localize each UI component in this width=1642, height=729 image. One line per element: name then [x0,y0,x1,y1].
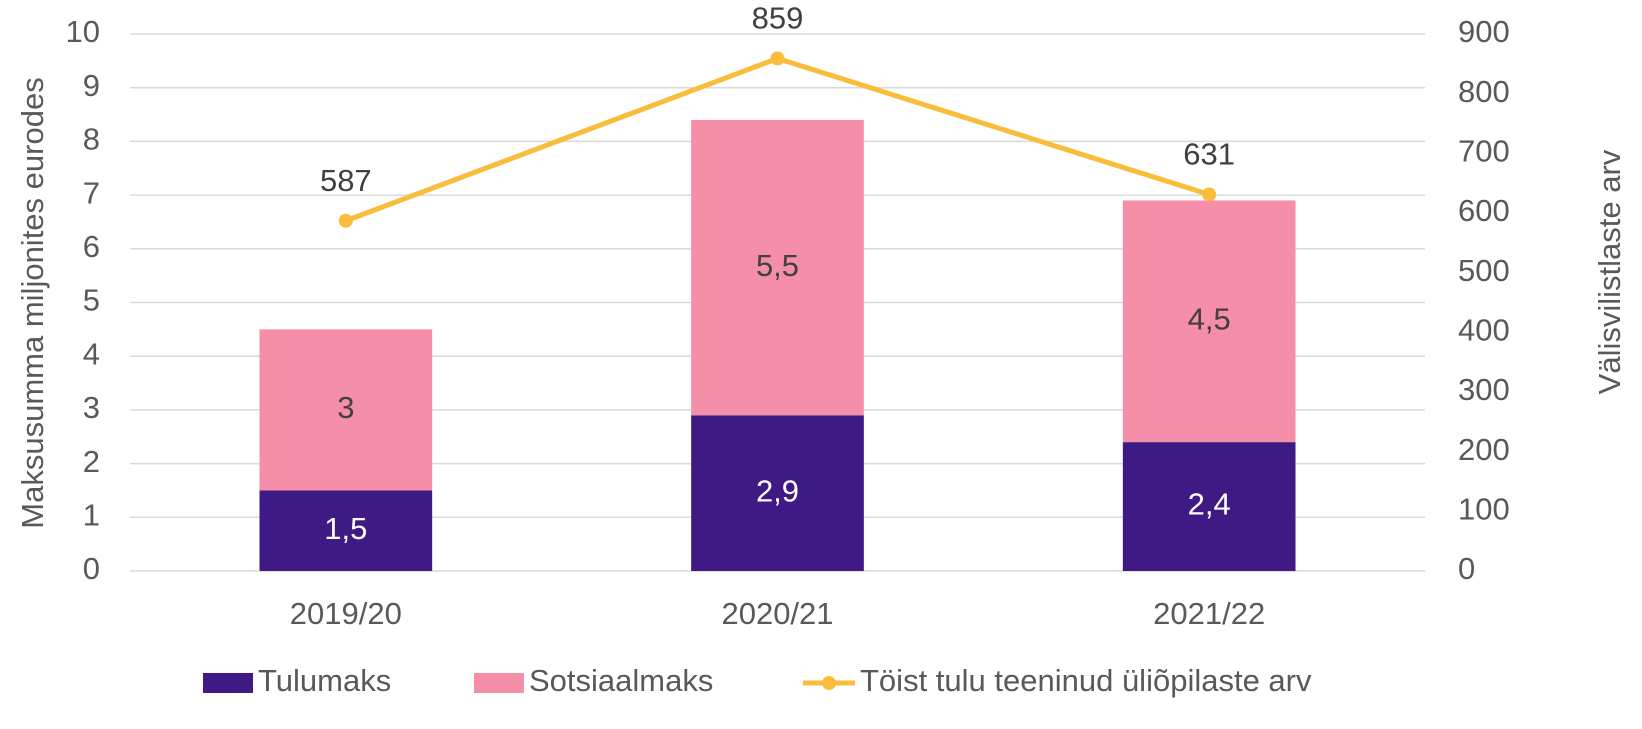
legend-label: Töist tulu teeninud üliõpilaste arv [860,663,1312,698]
y-tick-label: 8 [83,122,100,157]
data-label: 2,9 [756,473,799,508]
bar-segment [1122,442,1296,571]
bar-segment [259,329,433,491]
y2-tick-label: 800 [1458,74,1510,109]
y2-tick-label: 600 [1458,193,1510,228]
data-label: 5,5 [756,248,799,283]
legend-label: Tulumaks [258,663,391,698]
y-tick-label: 3 [83,390,100,425]
data-label: 2,4 [1188,487,1231,522]
y-tick-label: 1 [83,497,100,532]
y2-tick-label: 100 [1458,492,1510,527]
y2-tick-label: 500 [1458,253,1510,288]
data-label: 631 [1183,137,1235,172]
bar-segment [691,119,864,416]
legend-swatch [203,673,253,693]
line-point [338,213,353,228]
legend-label: Sotsiaalmaks [529,663,713,698]
y-axis-title: Maksusumma miljonites eurodes [15,77,50,528]
bar-segment [691,415,864,571]
data-label: 859 [752,1,804,36]
x-tick-label: 2021/22 [1153,596,1265,631]
y2-tick-label: 700 [1458,134,1510,169]
data-label: 587 [320,163,372,198]
y-tick-label: 2 [83,444,100,479]
data-label: 4,5 [1188,301,1231,336]
legend-swatch [474,673,524,693]
y2-tick-label: 200 [1458,432,1510,467]
y-tick-label: 0 [83,551,100,586]
y-tick-label: 10 [66,14,100,49]
y-tick-label: 9 [83,68,100,103]
data-label: 1,5 [324,511,367,546]
bar-segment [1122,200,1296,443]
legend-marker [822,676,836,690]
y-tick-label: 6 [83,229,100,264]
x-tick-label: 2019/20 [290,596,402,631]
y2-tick-label: 900 [1458,14,1510,49]
x-tick-label: 2020/21 [721,596,833,631]
data-label: 3 [337,390,354,425]
y-tick-label: 4 [83,336,100,371]
y2-tick-label: 0 [1458,551,1475,586]
bar-segment [259,490,433,571]
y2-tick-label: 400 [1458,313,1510,348]
y2-axis-title: Välisvilistlaste arv [1592,149,1627,394]
y2-tick-label: 300 [1458,372,1510,407]
y-tick-label: 5 [83,283,100,318]
line-point [1202,187,1217,202]
line-point [770,51,785,66]
y-tick-label: 7 [83,175,100,210]
